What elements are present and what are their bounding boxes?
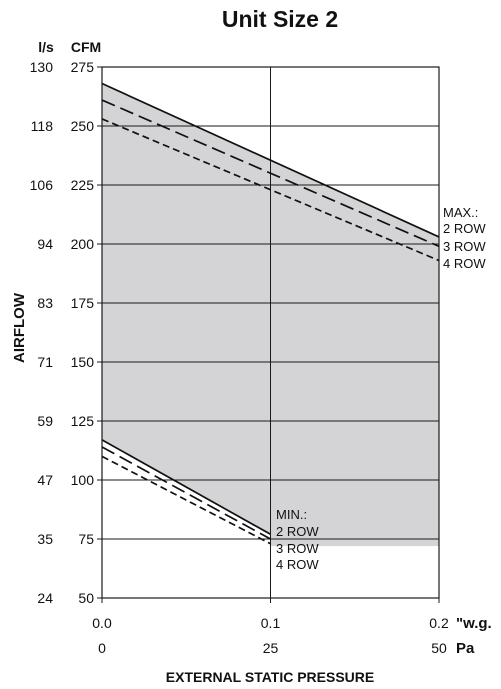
series-max-3-row [101,99,440,248]
series-max-2-row [101,82,440,238]
series-min-4-row [101,455,271,545]
y-tick-cfm-0: 50 [78,590,94,606]
y-tick-ls-4: 71 [37,354,53,370]
x-secondary-unit-label: Pa [456,640,475,657]
min-annotation-heading: MIN.: [276,507,307,522]
y-tick-ls-9: 130 [30,59,54,75]
y-tick-cfm-3: 125 [71,413,95,429]
y-right-unit-label: CFM [71,39,101,55]
x-tick-wg-2: 0.2 [429,615,449,631]
tick-labels: 24 50 35 75 47 100 59 125 71 150 83 175 94 200 106 225 1… [30,59,449,656]
x-tick-pa-0: 0 [98,640,106,656]
max-annotation-row-2: 2 ROW [443,221,486,236]
y-tick-cfm-9: 275 [71,59,95,75]
chart-title: Unit Size 2 [222,6,338,32]
x-axis-label: EXTERNAL STATIC PRESSURE [166,669,374,685]
x-tick-wg-1: 0.1 [261,615,281,631]
min-annotation-row-4: 4 ROW [276,557,319,572]
series-max-4-row [101,118,440,262]
y-tick-ls-1: 35 [37,531,53,547]
y-tick-cfm-1: 75 [78,531,94,547]
series-min-3-row [101,446,271,540]
max-annotation: MAX.: 2 ROW 3 ROW 4 ROW [443,205,486,271]
x-primary-unit-label: "w.g. [456,615,492,632]
y-left-unit-label: l/s [38,39,54,55]
max-annotation-heading: MAX.: [443,205,478,220]
max-annotation-row-3: 3 ROW [443,239,486,254]
y-tick-cfm-8: 250 [71,118,95,134]
y-tick-cfm-2: 100 [71,472,95,488]
x-tick-pa-2: 50 [431,640,447,656]
y-tick-ls-6: 94 [37,236,53,252]
max-annotation-row-4: 4 ROW [443,256,486,271]
series-lines [101,82,440,545]
y-axis-label: AIRFLOW [11,292,28,363]
x-tick-pa-1: 25 [263,640,279,656]
min-annotation-row-2: 2 ROW [276,524,319,539]
x-tick-wg-0: 0.0 [92,615,112,631]
y-tick-cfm-5: 175 [71,295,95,311]
min-annotation: MIN.: 2 ROW 3 ROW 4 ROW [276,507,319,572]
y-tick-ls-2: 47 [37,472,53,488]
y-tick-ls-7: 106 [30,177,54,193]
min-annotation-row-3: 3 ROW [276,541,319,556]
y-tick-ls-0: 24 [37,590,53,606]
y-tick-ls-3: 59 [37,413,53,429]
y-tick-cfm-4: 150 [71,354,95,370]
y-tick-ls-5: 83 [37,295,53,311]
y-tick-ls-8: 118 [31,118,54,134]
series-min-2-row [101,439,271,536]
y-tick-cfm-7: 225 [71,177,95,193]
y-tick-cfm-6: 200 [71,236,95,252]
